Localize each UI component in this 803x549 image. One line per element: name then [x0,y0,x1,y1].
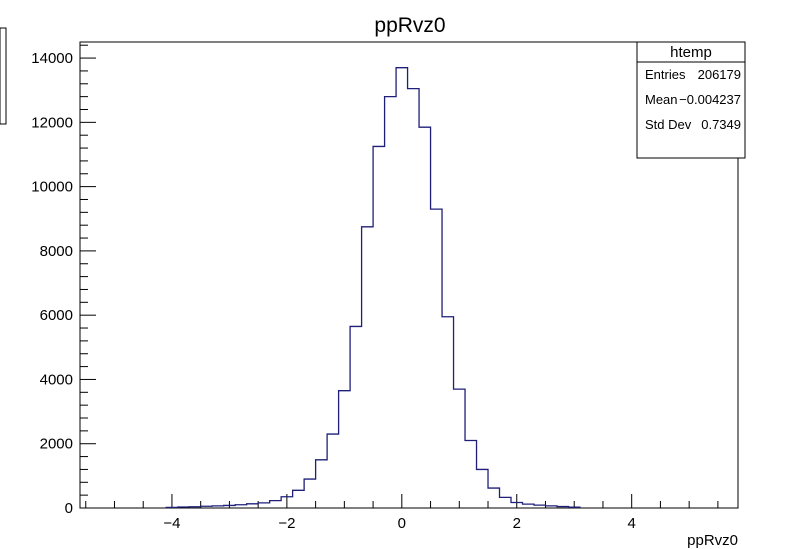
x-tick-label: 4 [628,515,636,532]
histogram-line [165,67,581,509]
stats-box: htemp Entries 206179 Mean −0.004237 Std … [636,41,746,159]
y-tick-label: 6000 [40,307,73,324]
x-tick-label: 0 [398,515,406,532]
plot-frame [79,41,739,509]
y-tick-labels: 0 2000 4000 6000 8000 10000 12000 14000 [31,50,73,517]
stats-box-frame [636,41,746,159]
y-tick-label: 8000 [40,243,73,260]
y-tick-label: 2000 [40,436,73,453]
stats-box-title: htemp [670,44,712,61]
x-tick-label: −4 [163,515,180,532]
y-tick-label: 4000 [40,371,73,388]
axis-ticks [80,44,719,509]
stat-entries-value: 206179 [698,67,741,82]
stat-entries-label: Entries [645,67,686,82]
stat-stddev-label: Std Dev [645,117,692,132]
x-axis-title: ppRvz0 [687,532,738,549]
x-tick-label: 2 [513,515,521,532]
pad-edge-fragment [0,27,7,125]
y-tick-label: 12000 [31,114,73,131]
y-tick-label: 14000 [31,50,73,67]
stat-mean-label: Mean [645,92,678,107]
y-tick-label: 10000 [31,179,73,196]
x-tick-labels: −4 −2 0 2 4 [163,515,635,532]
y-tick-label: 0 [65,500,73,517]
x-tick-label: −2 [278,515,295,532]
chart-title: ppRvz0 [374,14,445,37]
stat-mean-value: −0.004237 [679,92,741,107]
stat-stddev-value: 0.7349 [701,117,741,132]
